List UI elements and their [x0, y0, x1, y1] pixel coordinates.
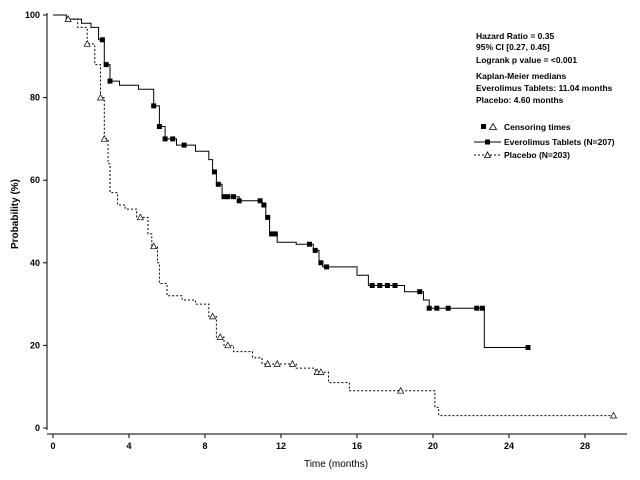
placebo-censor-marker	[100, 134, 108, 142]
everolimus-censor-marker	[307, 241, 312, 247]
hazard-ratio-text: Hazard Ratio = 0.35	[476, 31, 554, 41]
km-median-everolimus: Everolimus Tablets: 11.04 months	[476, 83, 613, 93]
everolimus-censor-marker	[215, 181, 221, 187]
everolimus-censor-marker	[265, 214, 271, 220]
placebo-censor-marker	[150, 242, 158, 250]
km-medians-title: Kaplan-Meier medians	[476, 71, 566, 81]
y-axis-title: Probability (%)	[10, 179, 21, 249]
x-axis-title: Time (months)	[304, 459, 368, 470]
everolimus-censor-marker	[426, 305, 432, 311]
legend-placebo-label: Placebo (N=203)	[504, 150, 570, 160]
everolimus-censor-marker	[417, 289, 423, 295]
everolimus-censor-marker	[377, 283, 383, 288]
everolimus-censor-marker	[257, 198, 263, 204]
everolimus-censor-marker	[162, 136, 168, 142]
x-tick-label: 28	[580, 441, 590, 451]
legend-censor-square-icon	[481, 124, 486, 129]
everolimus-censor-marker	[261, 202, 267, 208]
y-tick-label: 40	[30, 258, 40, 268]
placebo-censor-marker	[397, 386, 405, 394]
everolimus-censor-marker	[445, 305, 451, 311]
y-ticks: 0 20 40 60 80 100	[25, 10, 47, 433]
everolimus-censor-marker	[525, 345, 531, 350]
placebo-censor-marker	[317, 368, 325, 375]
placebo-censor-marker	[288, 360, 296, 367]
x-tick-label: 4	[126, 441, 131, 451]
x-tick-label: 16	[352, 441, 362, 451]
everolimus-censor-marker	[392, 283, 398, 288]
everolimus-censor-marker	[107, 78, 113, 84]
everolimus-censor-marker	[434, 305, 440, 311]
everolimus-censor-marker	[479, 305, 485, 311]
placebo-censor-marker	[209, 312, 217, 320]
legend-censor-triangle-icon	[488, 122, 498, 130]
everolimus-survival-curve	[53, 14, 528, 348]
everolimus-censor-marker	[170, 136, 176, 142]
placebo-censor-marker	[264, 360, 272, 367]
legend-placebo-marker	[483, 151, 492, 158]
x-tick-label: 20	[428, 441, 438, 451]
everolimus-censor-marker	[103, 62, 109, 68]
y-tick-label: 60	[30, 175, 40, 185]
logrank-text: Logrank p value = <0.001	[476, 55, 577, 65]
x-tick-label: 8	[202, 441, 207, 451]
y-tick-label: 0	[35, 423, 40, 433]
everolimus-censor-marker	[474, 305, 480, 311]
x-tick-label: 24	[504, 441, 514, 451]
everolimus-censor-marker	[221, 194, 227, 200]
placebo-censor-marker	[136, 213, 144, 221]
everolimus-censor-marker	[324, 264, 330, 270]
everolimus-censor-marker	[99, 37, 105, 43]
x-tick-label: 12	[276, 441, 286, 451]
legend-everolimus-label: Everolimus Tablets (N=207)	[504, 137, 615, 147]
km-median-placebo: Placebo: 4.60 months	[476, 95, 564, 105]
confidence-interval-text: 95% CI [0.27, 0.45]	[476, 42, 550, 52]
x-tick-label: 0	[50, 441, 55, 451]
legend-censoring-label: Censoring times	[504, 122, 571, 132]
everolimus-censor-marker	[212, 169, 217, 175]
everolimus-censor-marker	[151, 103, 157, 109]
everolimus-censor-marker	[156, 124, 162, 129]
series-layer	[53, 14, 618, 419]
legend-everolimus-marker	[485, 139, 490, 145]
everolimus-censor-marker	[272, 231, 278, 237]
placebo-series	[53, 14, 618, 419]
everolimus-censor-marker	[181, 142, 187, 148]
placebo-censor-marker	[224, 341, 232, 349]
everolimus-censor-marker	[236, 198, 242, 204]
everolimus-censor-marker	[312, 247, 318, 253]
x-ticks: 0 4 8 12 16 20 24 28	[50, 434, 590, 451]
axes: 0 4 8 12 16 20 24 28 0 20 40 60 80 100	[25, 10, 627, 451]
everolimus-censor-marker	[225, 194, 231, 200]
placebo-censor-marker	[609, 411, 618, 419]
placebo-censor-marker	[273, 360, 281, 367]
placebo-censor-marker	[216, 333, 224, 340]
everolimus-censor-marker	[318, 260, 324, 266]
everolimus-censor-marker	[369, 283, 375, 288]
placebo-censor-marker	[83, 39, 91, 47]
placebo-censor-marker	[96, 93, 105, 101]
y-tick-label: 20	[30, 340, 40, 350]
everolimus-censor-marker	[384, 283, 390, 288]
statistics-annotation: Hazard Ratio = 0.35 95% CI [0.27, 0.45] …	[476, 31, 613, 105]
everolimus-censor-marker	[269, 231, 274, 237]
placebo-censor-marker	[64, 15, 72, 22]
y-tick-label: 80	[30, 93, 40, 103]
legend: Censoring times Everolimus Tablets (N=20…	[474, 122, 615, 160]
everolimus-censor-marker	[231, 194, 236, 200]
y-tick-label: 100	[25, 10, 40, 20]
everolimus-series	[53, 14, 531, 350]
